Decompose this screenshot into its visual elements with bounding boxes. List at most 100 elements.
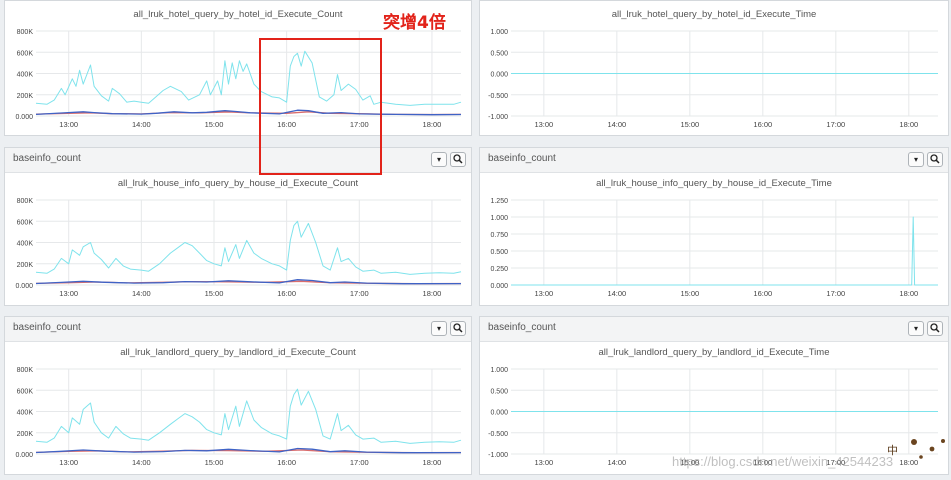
- x-tick-label: 14:00: [132, 120, 151, 129]
- y-tick-label: -1.000: [488, 452, 508, 459]
- panel-header: baseinfo_count ▾: [5, 148, 471, 173]
- spike-highlight-box: [259, 38, 382, 175]
- y-tick-label: -0.500: [488, 93, 508, 100]
- x-tick-label: 15:00: [205, 458, 224, 467]
- series-line-0: [35, 388, 462, 444]
- panel-menu-button[interactable]: ▾: [908, 321, 924, 336]
- x-tick-label: 18:00: [423, 289, 442, 298]
- chart-landlord-count: 0.000 200K 400K 600K 800K 13:00 14:00 15:00 16:0…: [15, 367, 462, 467]
- y-tick-label: 0.000: [490, 283, 508, 290]
- panel-landlord-time: baseinfo_count ▾ all_lruk_landlord_query…: [479, 316, 949, 475]
- x-tick-label: 13:00: [534, 120, 553, 129]
- y-tick-label: 0.000: [490, 410, 508, 417]
- zoom-button[interactable]: [450, 321, 466, 336]
- x-tick-label: 14:00: [607, 458, 626, 467]
- decor-character: 中: [887, 444, 898, 457]
- chart-hotel-count: 0.000 200K 400K 600K 800K 13:00 14:00 15:00 16:0…: [15, 29, 462, 129]
- panel-header-title: baseinfo_count: [13, 153, 81, 164]
- zoom-button[interactable]: [927, 321, 943, 336]
- magnifier-icon: [453, 154, 463, 164]
- x-tick-label: 16:00: [753, 289, 772, 298]
- zoom-button[interactable]: [450, 152, 466, 167]
- panel-house-info-count: baseinfo_count ▾ all_lruk_house_info_que…: [4, 147, 472, 306]
- x-tick-label: 18:00: [423, 120, 442, 129]
- y-tick-label: 600K: [17, 50, 34, 57]
- chart-hotel-time: -1.000 -0.500 0.000 0.500 1.000 13:00 14:00 15:…: [488, 29, 938, 129]
- panel-header: baseinfo_count ▾: [5, 317, 471, 342]
- y-tick-label: 0.000: [15, 114, 33, 121]
- x-tick-label: 17:00: [826, 289, 845, 298]
- panel-header: baseinfo_count ▾: [480, 148, 948, 173]
- x-tick-label: 14:00: [607, 120, 626, 129]
- y-tick-label: 1.000: [490, 215, 508, 222]
- x-tick-label: 15:00: [205, 289, 224, 298]
- x-tick-label: 17:00: [350, 458, 369, 467]
- y-tick-label: 800K: [17, 198, 34, 205]
- panel-menu-button[interactable]: ▾: [431, 152, 447, 167]
- y-tick-label: 800K: [17, 367, 34, 374]
- watermark: https://blog.csdn.net/weixin_42544233: [672, 454, 894, 469]
- x-tick-label: 13:00: [59, 289, 78, 298]
- x-tick-label: 18:00: [423, 458, 442, 467]
- x-tick-label: 14:00: [607, 289, 626, 298]
- chart-title: all_lruk_hotel_query_by_hotel_id_Execute…: [611, 9, 817, 20]
- chart-title: all_lruk_house_info_query_by_house_id_Ex…: [596, 178, 832, 189]
- y-tick-label: 0.500: [490, 388, 508, 395]
- magnifier-icon: [453, 323, 463, 333]
- y-tick-label: 1.000: [490, 29, 508, 36]
- y-tick-label: 0.000: [15, 283, 33, 290]
- x-tick-label: 16:00: [753, 120, 772, 129]
- panel-hotel-time: all_lruk_hotel_query_by_hotel_id_Execute…: [479, 0, 949, 136]
- y-tick-label: 1.000: [490, 367, 508, 374]
- series-line-2: [35, 279, 462, 285]
- y-tick-label: 0.750: [490, 232, 508, 239]
- panel-header-title: baseinfo_count: [488, 322, 556, 333]
- chart-house-info-count: 0.000 200K 400K 600K 800K 13:00 14:00 15:00 16:0…: [15, 198, 462, 298]
- y-tick-label: 400K: [17, 72, 34, 79]
- y-tick-label: 0.500: [490, 249, 508, 256]
- chart-title: all_lruk_house_info_query_by_house_id_Ex…: [117, 178, 359, 189]
- y-tick-label: -0.500: [488, 431, 508, 438]
- y-tick-label: 200K: [17, 262, 34, 269]
- y-tick-label: 200K: [17, 93, 34, 100]
- series-line-2: [35, 109, 462, 116]
- panel-landlord-count: baseinfo_count ▾ all_lruk_landlord_query…: [4, 316, 472, 475]
- x-tick-label: 16:00: [277, 458, 296, 467]
- y-tick-label: 200K: [17, 431, 34, 438]
- magnifier-icon: [930, 323, 940, 333]
- spike-annotation-label: 突增4倍: [383, 13, 446, 33]
- x-tick-label: 15:00: [205, 120, 224, 129]
- chart-house-info-time: 0.000 0.250 0.500 0.750 1.000 1.250 13:00 14:00…: [490, 198, 938, 298]
- panel-header: baseinfo_count ▾: [480, 317, 948, 342]
- x-tick-label: 17:00: [350, 120, 369, 129]
- x-tick-label: 15:00: [680, 458, 699, 467]
- series-line-0: [35, 50, 462, 106]
- y-tick-label: -1.000: [488, 114, 508, 121]
- x-tick-label: 13:00: [59, 458, 78, 467]
- x-tick-label: 16:00: [753, 458, 772, 467]
- x-tick-label: 17:00: [826, 120, 845, 129]
- y-tick-label: 400K: [17, 410, 34, 417]
- series-line-0: [35, 220, 462, 275]
- chart-title: all_lruk_landlord_query_by_landlord_id_E…: [598, 347, 830, 358]
- panel-hotel-count: all_lruk_hotel_query_by_hotel_id_Execute…: [4, 0, 472, 136]
- panel-menu-button[interactable]: ▾: [431, 321, 447, 336]
- y-tick-label: 0.000: [490, 72, 508, 79]
- x-tick-label: 14:00: [132, 289, 151, 298]
- y-tick-label: 0.000: [15, 452, 33, 459]
- panel-menu-button[interactable]: ▾: [908, 152, 924, 167]
- decor-sparkle-icon: [911, 439, 945, 459]
- chart-landlord-time: -1.000 -0.500 0.000 0.500 1.000 13:00 14:00 15:…: [488, 367, 938, 467]
- panel-header-title: baseinfo_count: [488, 153, 556, 164]
- x-tick-label: 13:00: [534, 458, 553, 467]
- zoom-button[interactable]: [927, 152, 943, 167]
- x-tick-label: 16:00: [277, 289, 296, 298]
- magnifier-icon: [930, 154, 940, 164]
- x-tick-label: 18:00: [899, 120, 918, 129]
- chart-title: all_lruk_hotel_query_by_hotel_id_Execute…: [133, 9, 343, 20]
- x-tick-label: 13:00: [534, 289, 553, 298]
- panel-house-info-time: baseinfo_count ▾ all_lruk_house_info_que…: [479, 147, 949, 306]
- y-tick-label: 400K: [17, 241, 34, 248]
- chart-title: all_lruk_landlord_query_by_landlord_id_E…: [120, 347, 356, 358]
- y-tick-label: 600K: [17, 219, 34, 226]
